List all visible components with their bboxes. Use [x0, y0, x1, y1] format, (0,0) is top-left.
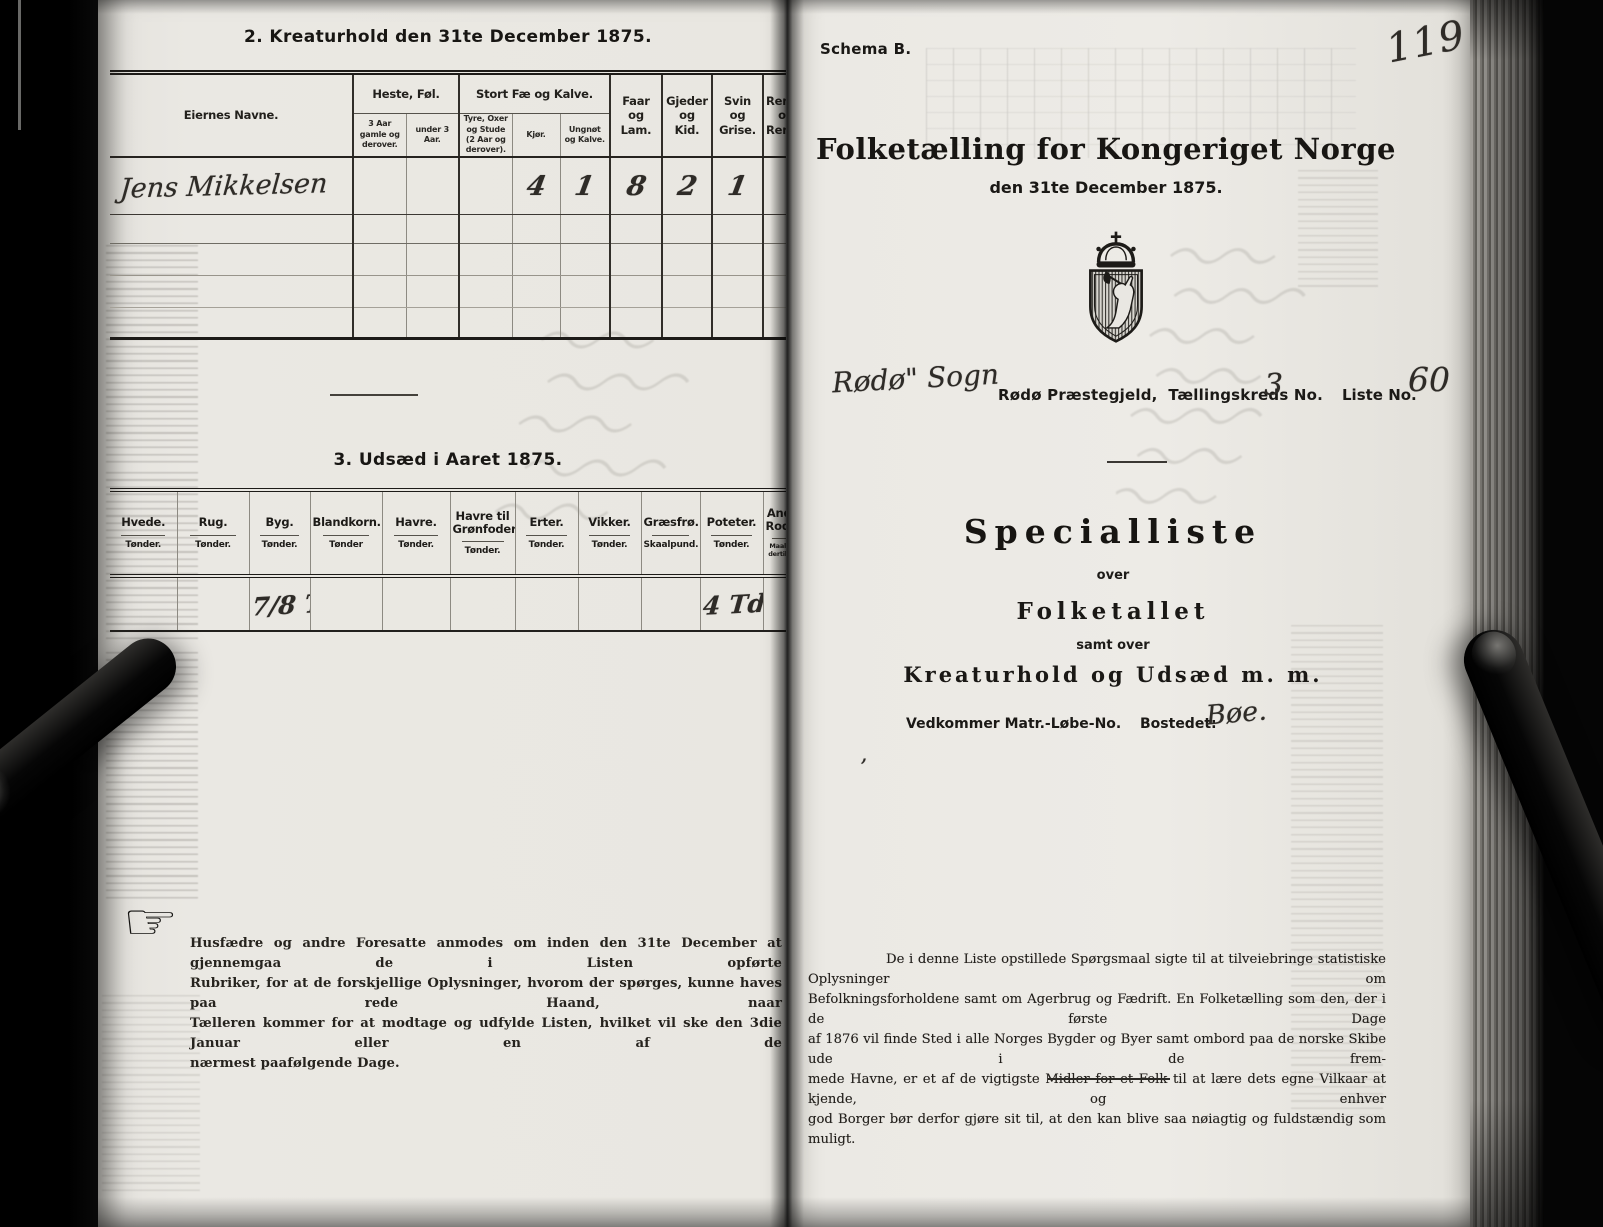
intro-line: Befolkningsforholdene samt om Agerbrug o… — [808, 992, 1386, 1027]
stray-pen-mark: ’ — [860, 756, 867, 781]
col-header-sheep: Faar og Lam. — [610, 75, 663, 158]
census-title: Folketælling for Kongeriget Norge — [816, 132, 1396, 166]
page-number-handwritten: 119. — [1382, 9, 1483, 73]
col-header-owner: Eiernes Navne. — [110, 75, 354, 158]
sheep-count-handwritten: 8 — [623, 170, 649, 202]
note-line: Tælleren kommer for at modtage og udfyld… — [190, 1016, 782, 1051]
empty-row — [110, 275, 786, 308]
empty-row — [110, 307, 786, 337]
left-footer-note: Husfædre og andre Foresatte anmodes om i… — [190, 934, 782, 1074]
district-number-handwritten: 3 — [1264, 368, 1284, 403]
left-page: 2. Kreaturhold den 31te December 1875. E… — [98, 0, 786, 1227]
section-divider-line — [330, 394, 418, 396]
crown-icon — [1096, 231, 1136, 268]
note-line: Rubriker, for at de forskjellige Oplysni… — [190, 976, 782, 1011]
margin-text-bleed — [1298, 170, 1378, 290]
seed-data-row: 7/8 Td. 4 Td. — [110, 576, 786, 630]
margin-text-bleed — [1291, 625, 1383, 1115]
livestock-table-title: 2. Kreaturhold den 31te December 1875. — [244, 27, 652, 47]
col-group-cattle: Stort Fæ og Kalve. — [459, 75, 611, 114]
background-right — [1544, 0, 1603, 1227]
poteter-value-handwritten: 4 Td. — [701, 587, 763, 621]
col-header-pigs: Svin og Grise. — [712, 75, 764, 158]
seed-col-poteter: Poteter. Tønder. — [700, 492, 764, 578]
intro-paragraph: De i denne Liste opstillede Spørgsmaal s… — [808, 950, 1386, 1150]
note-line: nærmest paafølgende Dage. — [190, 1056, 400, 1071]
empty-row — [110, 214, 786, 244]
shield-lion-icon — [1089, 269, 1143, 343]
schema-label: Schema B. — [820, 40, 912, 58]
manicule-icon: ☞ — [122, 893, 179, 951]
bosted-label: Bostedet: — [1140, 716, 1217, 732]
sogn-handwritten: Rødø" Sogn — [831, 357, 1000, 400]
livestock-row-jens-mikkelsen: Jens Mikkelsen 4 1 8 2 1 — [110, 157, 786, 215]
goats-count-handwritten: 2 — [674, 170, 700, 202]
list-heading-sub: Kreaturhold og Udsæd m. m. — [903, 662, 1323, 687]
prestegjeld-label: Rødø Præstegjeld, Tællingskreds No. — [998, 386, 1324, 404]
right-page: Schema B. 119. Folketælling for Kongerig… — [786, 0, 1483, 1227]
note-line: Husfædre og andre Foresatte anmodes om i… — [190, 936, 782, 971]
seed-col-havre: Havre. Tønder. — [382, 492, 451, 578]
seed-col-byg: Byg. Tønder. — [249, 492, 311, 578]
cows-count-handwritten: 4 — [523, 170, 549, 202]
owner-name-handwritten: Jens Mikkelsen — [118, 167, 329, 205]
table-bleed — [926, 48, 1356, 158]
margin-text-bleed — [102, 995, 200, 1195]
seed-table-title: 3. Udsæd i Aaret 1875. — [333, 450, 563, 470]
list-heading-main: Specialliste — [963, 512, 1263, 551]
seed-col-erter: Erter. Tønder. — [515, 492, 579, 578]
seed-col-havre-gronfoder: Havre til Grønfoder. Tønder. — [450, 492, 516, 578]
seed-table: Hvede. Tønder. Rug. Tønder. Byg. Tønder.… — [110, 488, 786, 632]
col-header-cattle-bulls: Tyre, Oxer og Stude (2 Aar og derover). — [459, 113, 513, 158]
pigs-count-handwritten: 1 — [725, 170, 750, 202]
seed-col-vikker: Vikker. Tønder. — [578, 492, 642, 578]
background-left — [0, 0, 98, 1227]
col-header-cattle-cows: Kjør. — [512, 113, 561, 158]
liste-number-handwritten: 60 — [1408, 360, 1450, 399]
bosted-value-handwritten: Bøe. — [1204, 695, 1268, 732]
list-heading-samt-over: samt over — [1076, 638, 1150, 653]
byg-value-handwritten: 7/8 Td. — [250, 586, 310, 622]
empty-row — [110, 243, 786, 276]
seed-col-hvede: Hvede. Tønder. — [110, 492, 178, 578]
seed-col-blandkorn: Blandkorn. Tønder — [310, 492, 383, 578]
list-heading-folketallet: Folketallet — [1016, 598, 1210, 625]
intro-line: De i denne Liste opstillede Spørgsmaal s… — [808, 952, 1386, 987]
handwriting-bleed — [1116, 248, 1306, 504]
book-fore-edge — [1470, 0, 1546, 1227]
intro-line: af 1876 vil finde Sted i alle Norges Byg… — [808, 1032, 1386, 1067]
short-underline — [1107, 461, 1167, 463]
coat-of-arms-norway — [1089, 231, 1143, 343]
seed-col-graesfro: Græsfrø. Skaalpund. — [641, 492, 701, 578]
list-heading-over: over — [1096, 568, 1130, 583]
intro-line: god Borger bør derfor gjøre sit til, at … — [808, 1112, 1386, 1147]
col-header-goats: Gjeder og Kid. — [662, 75, 713, 158]
liste-label: Liste No. — [1342, 386, 1417, 404]
livestock-table: Eiernes Navne. Heste, Føl. Stort Fæ og K… — [110, 70, 786, 340]
book-gutter — [770, 0, 804, 1227]
col-header-horses-old: 3 Aar gamle og derover. — [353, 113, 407, 158]
seed-col-rug: Rug. Tønder. — [177, 492, 250, 578]
bottom-short-line — [1048, 1078, 1170, 1080]
col-header-horses-young: under 3 Aar. — [406, 113, 460, 158]
matr-label: Vedkommer Matr.-Løbe-No. — [906, 716, 1122, 732]
intro-line: mede Havne, er et af de vigtigste Midler… — [808, 1072, 1386, 1107]
census-subtitle: den 31te December 1875. — [989, 178, 1223, 197]
col-header-cattle-calves: Ungnøt og Kalve. — [560, 113, 611, 158]
col-group-horses: Heste, Føl. — [353, 75, 460, 114]
calves-count-handwritten: 1 — [572, 170, 597, 202]
